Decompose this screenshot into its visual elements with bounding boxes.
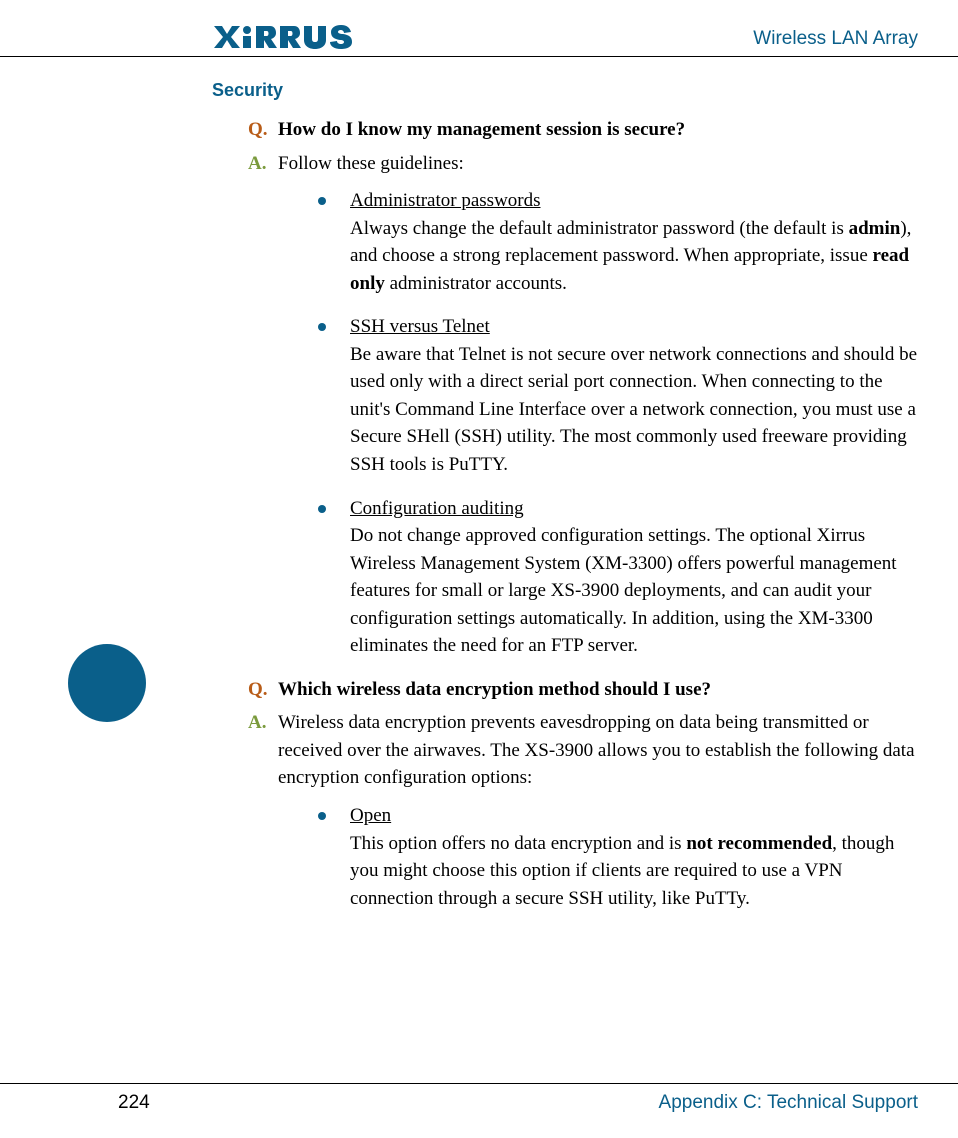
content-area: Q. How do I know my management session i… [248,116,918,928]
bullet-item: SSH versus Telnet Be aware that Telnet i… [318,313,918,478]
section-heading: Security [212,80,283,101]
page-number: 224 [118,1092,150,1114]
q-label: Q. [248,116,278,144]
bullet-body: Open This option offers no data encrypti… [350,802,918,912]
q-label: Q. [248,676,278,704]
bold-text: admin [849,218,901,239]
qa-block-2: Q. Which wireless data encryption method… [248,676,918,912]
answer-text: Wireless data encryption prevents eavesd… [278,709,918,792]
xirrus-logo-icon [212,24,362,50]
bullet-title: Administrator passwords [350,190,541,211]
question-text: Which wireless data encryption method sh… [278,676,711,704]
appendix-label: Appendix C: Technical Support [659,1092,918,1114]
bullet-text: This option offers no data encryption an… [350,833,894,909]
question-row: Q. How do I know my management session i… [248,116,918,144]
bullet-list: Administrator passwords Always change th… [318,187,918,660]
answer-row: A. Wireless data encryption prevents eav… [248,709,918,792]
bullet-body: Administrator passwords Always change th… [350,187,918,297]
bullet-body: Configuration auditing Do not change app… [350,495,918,660]
page: Wireless LAN Array Security Q. How do I … [0,0,958,1138]
bullet-text: Be aware that Telnet is not secure over … [350,344,917,475]
bullet-text: Do not change approved configuration set… [350,525,897,656]
a-label: A. [248,709,278,737]
answer-text: Follow these guidelines: [278,150,464,178]
bullet-body: SSH versus Telnet Be aware that Telnet i… [350,313,918,478]
text-segment: administrator accounts. [385,273,567,294]
bold-text: not recommended [686,833,832,854]
bullet-item: Configuration auditing Do not change app… [318,495,918,660]
bullet-title: SSH versus Telnet [350,316,490,337]
product-name: Wireless LAN Array [753,28,918,50]
qa-block-1: Q. How do I know my management session i… [248,116,918,660]
bullet-item: Administrator passwords Always change th… [318,187,918,297]
bullet-dot-icon [318,323,326,331]
question-row: Q. Which wireless data encryption method… [248,676,918,704]
bullet-dot-icon [318,197,326,205]
bullet-dot-icon [318,505,326,513]
text-segment: This option offers no data encryption an… [350,833,686,854]
bullet-dot-icon [318,812,326,820]
answer-row: A. Follow these guidelines: [248,150,918,178]
bullet-title: Configuration auditing [350,498,524,519]
thumb-tab-circle [68,644,146,722]
page-header: Wireless LAN Array [0,24,958,57]
question-text: How do I know my management session is s… [278,116,685,144]
bullet-item: Open This option offers no data encrypti… [318,802,918,912]
text-segment: Always change the default administrator … [350,218,849,239]
page-footer: 224 Appendix C: Technical Support [0,1083,958,1114]
a-label: A. [248,150,278,178]
bullet-list: Open This option offers no data encrypti… [318,802,918,912]
brand-logo [212,24,362,50]
bullet-text: Always change the default administrator … [350,218,911,294]
bullet-title: Open [350,805,391,826]
